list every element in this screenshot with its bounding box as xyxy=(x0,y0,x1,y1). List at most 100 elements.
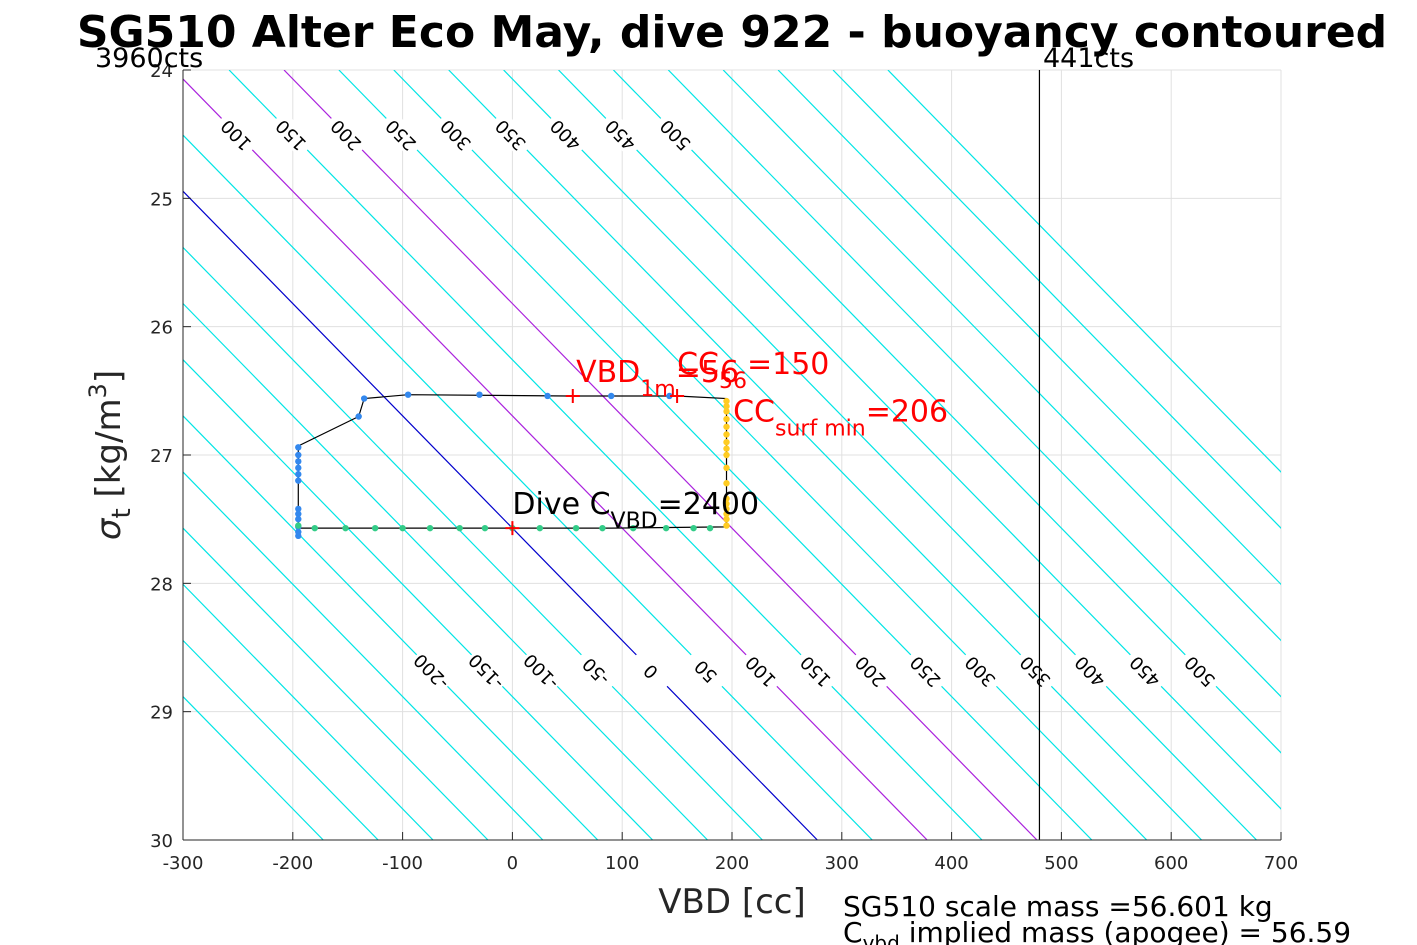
annotation-main: Dive C xyxy=(512,487,610,522)
data-point-0 xyxy=(295,458,302,465)
data-point-0 xyxy=(295,477,302,484)
data-point-0 xyxy=(295,510,302,518)
annotation-1: CC56=150 xyxy=(677,347,829,394)
data-point-0 xyxy=(295,471,302,478)
data-point-0 xyxy=(295,515,302,523)
data-point-0 xyxy=(295,505,302,513)
contour-top-label-bg xyxy=(213,110,261,158)
marker-plus xyxy=(505,521,520,536)
data-point-2 xyxy=(723,451,730,459)
footer-scale-mass: SG510 scale mass =56.601 kg xyxy=(843,890,1273,923)
data-point-0 xyxy=(666,392,673,400)
y-tick-label: 27 xyxy=(150,446,173,467)
data-point-1 xyxy=(706,524,714,532)
contour-450 xyxy=(558,70,1281,810)
y-tick-label: 25 xyxy=(150,189,173,210)
contour-500 xyxy=(612,70,1281,754)
annotation-main: CC xyxy=(677,347,719,382)
contour-top-label-bg xyxy=(543,110,590,158)
y-tick-label: 30 xyxy=(150,831,173,852)
contour-700 xyxy=(832,70,1281,530)
annotation-value: =150 xyxy=(747,347,829,382)
contour-350 xyxy=(448,70,1203,840)
contour-bottom-label-bg xyxy=(793,647,840,695)
contour-bottom-label-bg xyxy=(408,647,456,695)
annotation-sub: VBD xyxy=(611,509,658,534)
grid xyxy=(182,69,1282,841)
data-point-1 xyxy=(371,524,379,532)
x-tick-label: 200 xyxy=(715,853,749,874)
data-point-2 xyxy=(723,431,730,438)
x-tick-label: 400 xyxy=(934,853,968,874)
contour-top-label-bg xyxy=(598,110,645,158)
data-point-2 xyxy=(723,397,730,405)
data-point-0 xyxy=(295,464,302,472)
contour-bottom-label-bg xyxy=(1177,647,1224,695)
contour-bottom-label-bg xyxy=(1012,647,1060,695)
data-point-2 xyxy=(723,510,730,518)
contour-bottom-label-bg xyxy=(1122,647,1170,695)
data-point-0 xyxy=(608,392,615,400)
data-point-1 xyxy=(399,524,406,532)
contour--200 xyxy=(183,415,599,840)
x-tick-label: 600 xyxy=(1154,853,1188,874)
contour-300 xyxy=(393,70,1148,840)
contour-250 xyxy=(338,70,1093,840)
data-point-1 xyxy=(311,524,318,532)
y-tick-label: 28 xyxy=(150,574,173,595)
footer-c: C xyxy=(843,916,863,945)
y-label-units: [kg/m xyxy=(89,398,129,508)
y-tick-label: 29 xyxy=(150,703,173,724)
data-point-0 xyxy=(404,391,412,398)
data-point-2 xyxy=(723,522,730,529)
contour-200 xyxy=(283,70,1038,840)
data-point-1 xyxy=(456,524,463,532)
data-point-2 xyxy=(723,500,730,507)
contour-150 xyxy=(228,70,983,840)
counts-right: 441cts xyxy=(1043,43,1134,74)
marker-plus xyxy=(565,388,580,403)
data-point-2 xyxy=(723,408,730,415)
data-point-2 xyxy=(723,403,730,410)
contour--100 xyxy=(183,302,708,840)
y-label-sup: 3 xyxy=(84,383,112,398)
contour-bottom-label-bg xyxy=(683,647,730,695)
contour-top-label-bg xyxy=(268,110,316,158)
contour-bottom-label-bg xyxy=(518,647,566,695)
data-point-2 xyxy=(723,464,730,472)
x-tick-label: 700 xyxy=(1264,853,1298,874)
contour-bottom-label-bg xyxy=(1067,647,1115,695)
y-label-sub: t xyxy=(107,508,137,518)
x-tick-label: 300 xyxy=(825,853,859,874)
contour-50 xyxy=(183,134,873,840)
data-point-1 xyxy=(599,524,606,532)
axes: -300 -200 -100 0 100 200 300 400 500 600 700 24 25 26… xyxy=(150,61,1298,874)
chart-title: SG510 Alter Eco May, dive 922 - buoyancy… xyxy=(77,7,1387,58)
annotation-main: CC xyxy=(733,395,775,430)
data-point-2 xyxy=(723,438,730,446)
contour--350 xyxy=(183,583,434,840)
annotation-main: VBD xyxy=(576,355,640,390)
annotation-value: =56 xyxy=(676,355,739,390)
x-tick-label: 100 xyxy=(605,853,639,874)
x-tick-label: -200 xyxy=(272,853,313,874)
data-point-0 xyxy=(295,451,302,459)
y-tick-label: 26 xyxy=(150,318,173,339)
data-point-0 xyxy=(360,395,368,402)
contour-bottom-label-bg xyxy=(957,647,1005,695)
contour-top-label-bg xyxy=(433,110,480,158)
contour--150 xyxy=(183,358,654,840)
data-point-1 xyxy=(629,524,637,532)
data-point-0 xyxy=(476,391,483,398)
contour-bottom-label-bg xyxy=(628,647,675,695)
contour-100 xyxy=(183,78,928,840)
contour-550 xyxy=(667,70,1281,698)
contour-lines xyxy=(183,70,1281,840)
data-points xyxy=(295,391,730,540)
y-tick-label: 24 xyxy=(150,61,173,82)
annotation-0: VBD1m=56 xyxy=(576,355,739,402)
contour-600 xyxy=(722,70,1281,642)
data-point-1 xyxy=(662,524,670,532)
annotation-sub: surf min xyxy=(775,417,866,442)
data-point-0 xyxy=(355,413,362,420)
